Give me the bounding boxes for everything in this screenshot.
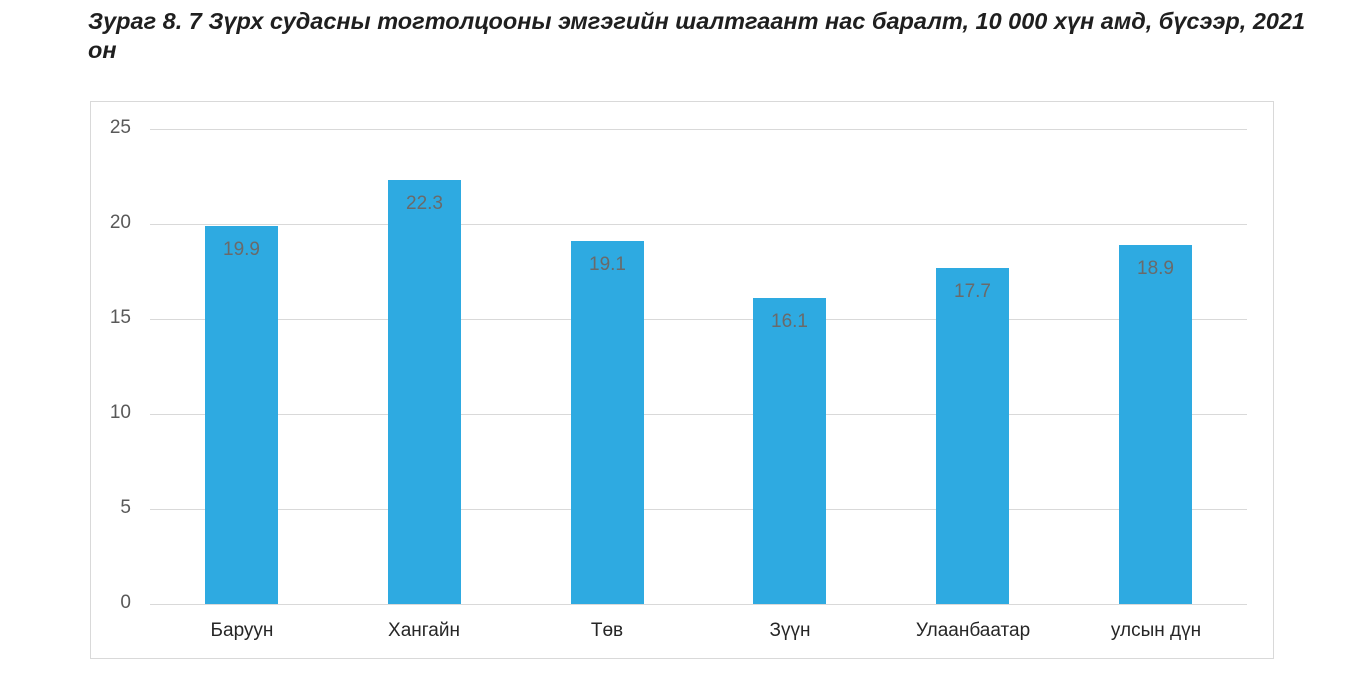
- y-tick-label: 25: [109, 117, 131, 138]
- chart-area: [90, 101, 1274, 659]
- y-tick-label: 20: [109, 212, 131, 233]
- data-label: 19.9: [223, 239, 260, 260]
- gridline: [150, 604, 1247, 605]
- data-label: 18.9: [1137, 258, 1174, 279]
- x-tick-label: улсын дүн: [1110, 620, 1202, 641]
- bar: 19.9: [205, 226, 278, 604]
- gridline: [150, 509, 1247, 510]
- chart-title: Зураг 8. 7 Зүрх судасны тогтолцооны эмгэ…: [88, 8, 1306, 63]
- bar: 16.1: [753, 298, 826, 604]
- data-label: 17.7: [954, 281, 991, 302]
- gridline: [150, 224, 1247, 225]
- x-tick-label: Улаанбаатар: [915, 620, 1031, 641]
- bar: 18.9: [1119, 245, 1192, 604]
- x-tick-label: Хангайн: [388, 620, 460, 641]
- y-tick-label: 0: [120, 592, 131, 613]
- bar: 22.3: [388, 180, 461, 604]
- x-tick-label: Төв: [590, 620, 624, 641]
- y-tick-label: 5: [120, 497, 131, 518]
- bar: 19.1: [571, 241, 644, 604]
- gridline: [150, 129, 1247, 130]
- gridline: [150, 414, 1247, 415]
- y-tick-label: 15: [109, 307, 131, 328]
- bar: 17.7: [936, 268, 1009, 604]
- data-label: 19.1: [589, 254, 626, 275]
- x-tick-label: Зүүн: [769, 620, 811, 641]
- x-tick-label: Баруун: [210, 620, 274, 641]
- gridline: [150, 319, 1247, 320]
- data-label: 22.3: [406, 193, 443, 214]
- y-tick-label: 10: [109, 402, 131, 423]
- data-label: 16.1: [771, 311, 808, 332]
